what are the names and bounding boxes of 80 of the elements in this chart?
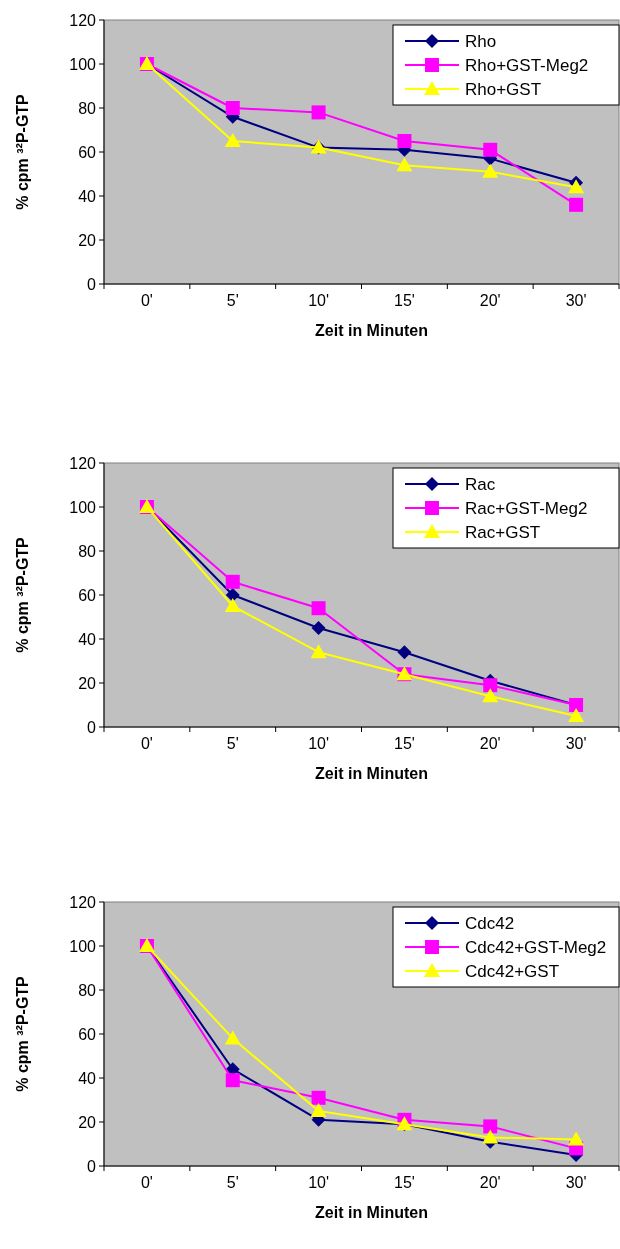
x-tick-label: 10' [308, 1174, 330, 1191]
point [225, 588, 240, 602]
x-axis-title: Zeit in Minuten [315, 765, 428, 782]
x-tick-label: 0' [140, 292, 153, 309]
y-tick-label: 100 [69, 55, 97, 73]
x-tick-label: 20' [479, 1174, 501, 1191]
y-tick-label: 0 [87, 718, 97, 736]
point [224, 598, 241, 612]
point [225, 1073, 240, 1088]
point [568, 179, 585, 194]
point [311, 621, 326, 635]
x-tick-label: 15' [393, 292, 415, 309]
y-tick-label: 80 [78, 99, 97, 117]
y-tick-label: 40 [78, 630, 97, 648]
legend-label: Rac+GST [465, 522, 541, 542]
point [483, 1119, 498, 1134]
y-tick-label: 40 [78, 1069, 97, 1087]
point [310, 1103, 327, 1117]
y-tick-label: 0 [87, 1157, 97, 1175]
y-tick-label: 120 [69, 893, 97, 911]
y-axis-title: % cpm ³²P-GTP [14, 975, 31, 1092]
x-tick-label: 30' [565, 292, 587, 309]
y-tick-label: 120 [69, 11, 97, 29]
y-tick-label: 100 [69, 498, 97, 516]
x-tick-label: 30' [565, 1174, 587, 1191]
point [483, 678, 498, 693]
y-tick-label: 60 [78, 586, 97, 604]
x-axis-title: Zeit in Minuten [315, 1204, 428, 1221]
point [397, 134, 412, 148]
y-axis-title: % cpm ³²P-GTP [14, 93, 31, 210]
x-tick-label: 10' [308, 292, 330, 309]
point [311, 1090, 326, 1105]
x-tick-label: 5' [226, 735, 239, 752]
y-tick-label: 20 [78, 1113, 97, 1131]
point [224, 133, 241, 147]
x-tick-label: 10' [308, 735, 330, 752]
y-tick-label: 100 [69, 937, 97, 955]
point [568, 1131, 585, 1146]
y-tick-label: 40 [78, 187, 97, 205]
x-tick-label: 15' [393, 1174, 415, 1191]
y-tick-label: 20 [78, 231, 97, 249]
y-tick-label: 20 [78, 674, 97, 692]
point [482, 163, 499, 178]
legend-label: Rho+GST-Meg2 [465, 55, 589, 75]
x-tick-label: 30' [565, 735, 587, 752]
x-tick-label: 15' [393, 735, 415, 752]
point [569, 197, 584, 212]
legend-label: Cdc42+GST [465, 961, 560, 981]
x-tick-label: 0' [140, 1174, 153, 1191]
point [482, 688, 499, 703]
x-tick-label: 0' [140, 735, 153, 752]
x-tick-label: 5' [226, 1174, 239, 1191]
y-tick-label: 60 [78, 143, 97, 161]
point [225, 101, 240, 115]
y-axis-title: % cpm ³²P-GTP [14, 536, 31, 653]
x-tick-label: 5' [226, 292, 239, 309]
y-tick-label: 120 [69, 454, 97, 472]
point [397, 645, 412, 660]
point [310, 644, 327, 659]
y-tick-label: 80 [78, 542, 97, 560]
legend-label: Cdc42 [465, 913, 515, 933]
point [311, 105, 326, 120]
point [224, 1030, 241, 1045]
y-tick-label: 80 [78, 981, 97, 999]
legend-label: Rho [465, 31, 497, 51]
legend-label: Cdc42+GST-Meg2 [465, 937, 607, 957]
legend-label: Rho+GST [465, 79, 542, 99]
point [483, 142, 498, 157]
legend-label: Rac [465, 474, 496, 494]
point [482, 1129, 499, 1144]
point [225, 574, 240, 589]
legend-label: Rac+GST-Meg2 [465, 498, 588, 518]
x-axis-title: Zeit in Minuten [315, 322, 428, 339]
y-tick-label: 0 [87, 275, 97, 293]
point [396, 157, 413, 172]
y-tick-label: 60 [78, 1025, 97, 1043]
point [568, 708, 585, 722]
point [311, 601, 326, 616]
x-tick-label: 20' [479, 292, 501, 309]
x-tick-label: 20' [479, 735, 501, 752]
